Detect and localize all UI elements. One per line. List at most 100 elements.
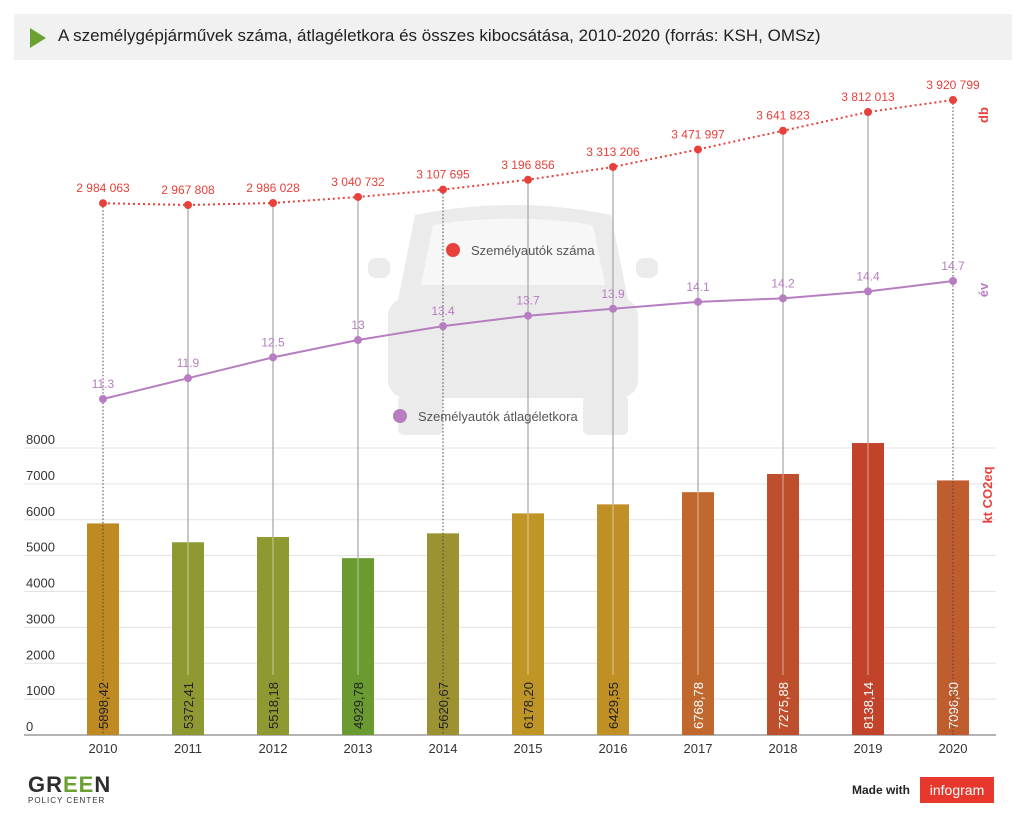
car-mirror-left xyxy=(368,258,390,278)
emission-bar xyxy=(682,492,714,735)
emission-bar xyxy=(342,558,374,735)
age-value-label: 13.4 xyxy=(431,304,455,318)
cars-series: 2 984 063 2 967 808 2 986 028 3 040 732 3 10… xyxy=(76,78,980,209)
x-tick-label: 2012 xyxy=(259,741,288,756)
y-tick-label: 8000 xyxy=(26,432,55,447)
green-policy-center-logo: GREEN POLICY CENTER xyxy=(28,772,112,805)
x-tick-label: 2011 xyxy=(174,741,202,756)
cars-value-label: 2 986 028 xyxy=(246,181,300,195)
unit-label-cars: db xyxy=(976,107,991,123)
legend-age-marker xyxy=(393,409,407,423)
y-tick-label: 2000 xyxy=(26,647,55,662)
cars-value-label: 3 040 732 xyxy=(331,175,385,189)
car-windshield xyxy=(421,218,605,285)
age-point xyxy=(864,287,872,296)
drop-lines xyxy=(102,100,954,735)
cars-point xyxy=(609,162,617,171)
x-tick-label: 2013 xyxy=(344,741,373,756)
cars-value-label: 2 967 808 xyxy=(161,183,215,197)
bar-value-label: 4929,78 xyxy=(351,682,366,729)
x-tick-label: 2015 xyxy=(514,741,543,756)
x-tick-label: 2020 xyxy=(939,741,968,756)
bar-value-label: 5518,18 xyxy=(266,682,281,729)
age-value-label: 11.3 xyxy=(92,377,115,391)
x-tick-label: 2019 xyxy=(854,741,883,756)
emission-bar xyxy=(597,504,629,735)
x-tick-label: 2018 xyxy=(769,741,798,756)
cars-point xyxy=(694,145,702,154)
age-point xyxy=(269,353,277,362)
unit-labels: db év kt CO2eq xyxy=(976,107,995,524)
y-tick-label: 0 xyxy=(26,719,33,734)
age-value-label: 13.7 xyxy=(516,294,540,308)
car-wheel-right xyxy=(583,395,628,435)
emission-bar xyxy=(172,542,204,735)
x-axis-years: 2010 2011 2012 2013 2014 2015 2016 2017 2018 2019… xyxy=(89,741,968,756)
age-value-label: 14.2 xyxy=(771,276,795,290)
age-point xyxy=(184,374,192,383)
car-mirror-right xyxy=(636,258,658,278)
bar-value-label: 5372,41 xyxy=(181,682,196,729)
y-tick-label: 4000 xyxy=(26,576,55,591)
emission-bar xyxy=(87,523,119,735)
cars-point xyxy=(864,107,872,116)
y-tick-label: 1000 xyxy=(26,683,55,698)
car-body xyxy=(388,298,638,398)
legend: Személyautók száma Személyautók átlagélet… xyxy=(393,243,595,424)
age-point xyxy=(694,297,702,306)
bar-value-label: 6768,78 xyxy=(691,682,706,729)
age-value-label: 11.9 xyxy=(177,356,200,370)
bar-value-label: 6429,55 xyxy=(606,682,621,729)
age-point xyxy=(99,395,107,403)
cars-value-label: 3 812 013 xyxy=(841,90,895,104)
unit-label-emissions: kt CO2eq xyxy=(980,466,995,523)
cars-value-label: 3 107 695 xyxy=(416,168,470,182)
age-point xyxy=(354,336,362,344)
age-point xyxy=(524,311,532,320)
chart-title: A személygépjárművek száma, átlagéletkor… xyxy=(58,26,821,45)
y-tick-label: 6000 xyxy=(26,504,55,519)
bar-value-label: 8138,14 xyxy=(861,682,876,729)
age-point xyxy=(949,277,957,285)
cars-value-label: 3 641 823 xyxy=(756,109,810,123)
car-wheel-left xyxy=(398,395,443,435)
cars-point xyxy=(439,185,447,194)
age-value-label: 13 xyxy=(351,318,365,332)
age-value-label: 14.4 xyxy=(856,269,880,283)
unit-label-age: év xyxy=(976,282,991,297)
bar-value-label: 6178,20 xyxy=(521,682,536,729)
emission-bar xyxy=(512,513,544,735)
age-value-label: 13.9 xyxy=(601,287,625,301)
grid-lines xyxy=(24,447,996,736)
y-tick-label: 7000 xyxy=(26,468,55,483)
cars-value-label: 3 471 997 xyxy=(671,127,725,141)
emission-bars: 5898,425372,415518,184929,785620,676178,… xyxy=(87,443,969,735)
bar-value-label: 7275,88 xyxy=(776,682,791,729)
emission-bar xyxy=(767,473,799,735)
cars-value-label: 3 313 206 xyxy=(586,145,640,159)
cars-value-label: 2 984 063 xyxy=(76,181,130,195)
chart-header: A személygépjárművek száma, átlagéletkor… xyxy=(14,14,1012,60)
y-tick-label: 5000 xyxy=(26,540,55,555)
infogram-badge[interactable]: infogram xyxy=(920,777,994,803)
age-series: 11.3 11.9 12.5 13 13.4 13.7 13.9 14.1 14.2 14.4 14… xyxy=(92,259,965,403)
x-tick-label: 2017 xyxy=(684,741,713,756)
y-tick-label: 3000 xyxy=(26,611,55,626)
x-tick-label: 2014 xyxy=(429,741,458,756)
age-value-label: 14.7 xyxy=(941,259,965,273)
age-point xyxy=(779,294,787,303)
age-value-label: 14.1 xyxy=(686,280,710,294)
cars-point xyxy=(779,126,787,135)
legend-age-label: Személyautók átlagéletkora xyxy=(418,409,578,424)
made-with-label: Made with xyxy=(852,783,911,797)
cars-point xyxy=(99,199,107,208)
emission-bar xyxy=(257,537,289,735)
age-point xyxy=(439,322,447,331)
bar-value-label: 5898,42 xyxy=(96,682,111,729)
play-triangle-icon xyxy=(30,28,46,48)
cars-value-label: 3 196 856 xyxy=(501,158,555,172)
cars-point xyxy=(269,198,277,207)
age-point xyxy=(609,304,617,313)
cars-point xyxy=(184,201,192,209)
